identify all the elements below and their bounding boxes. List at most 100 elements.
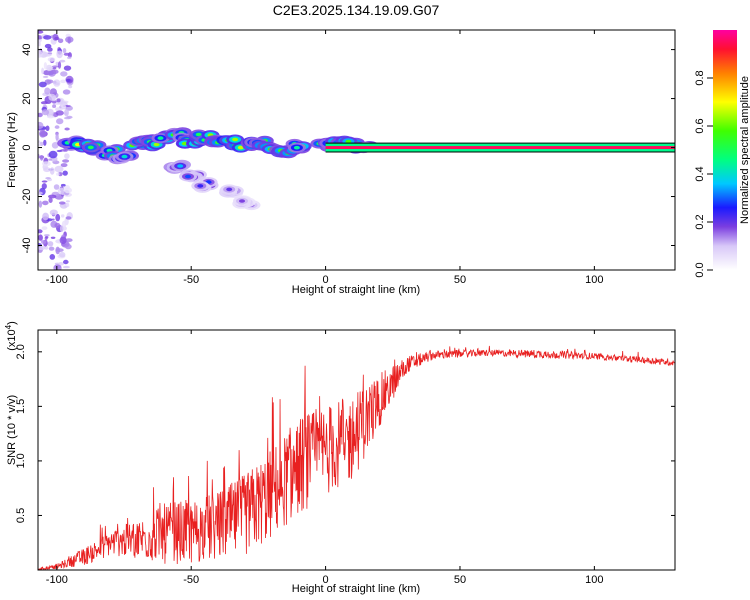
spectrogram-x-tick-label: -100 (46, 274, 68, 286)
spectrogram-speckle (56, 149, 63, 153)
spectrogram-speckle (50, 69, 59, 75)
spectrogram-blob-core (232, 137, 239, 142)
spectrogram-speckle (62, 170, 68, 176)
spectrogram-speckle (49, 209, 58, 216)
snr-y-label: SNR (10 * v/v) (6, 395, 18, 465)
spectrogram-speckle (38, 81, 47, 88)
spectrogram-speckle (64, 127, 70, 131)
snr-y-tick-label: 1.0 (15, 453, 27, 468)
spectrogram-speckle (41, 67, 45, 75)
snr-panel: -100 -50 0 50 100 0.5 1.0 1.5 2.0 Height of str… (4, 321, 676, 595)
spectrogram-speckle (42, 200, 49, 206)
spectrogram-x-tick-label: 0 (323, 274, 329, 286)
spectrogram-speckle (55, 110, 64, 116)
spectrogram-speckle (64, 243, 72, 250)
spectrogram-speckle (64, 116, 71, 120)
spectrogram-speckle (53, 184, 60, 190)
spectrogram-speckle (62, 89, 71, 95)
snr-y-tick-label: 2.0 (15, 344, 27, 359)
spectrogram-speckle (46, 79, 54, 84)
snr-x-tick-label: 0 (323, 574, 329, 586)
spectrogram-speckle (47, 241, 54, 247)
spectrogram-speckle (48, 246, 55, 251)
spectrogram-speckle (44, 43, 52, 49)
spectrogram-y-ticks: -40 -20 0 20 40 (21, 43, 675, 253)
spectrogram-speckle (38, 50, 43, 58)
spectrogram-speckle (55, 61, 59, 66)
spectrogram-speckle (60, 79, 67, 84)
spectrogram-speckle (47, 47, 53, 52)
spectrogram-speckle (42, 75, 49, 78)
spectrogram-speckle (60, 71, 68, 77)
spectrogram-speckle (50, 236, 56, 239)
spectrogram-speckle (67, 36, 71, 44)
snr-y-ticks: 0.5 1.0 1.5 2.0 (15, 344, 675, 523)
spectrogram-blob-core (153, 142, 160, 147)
carrier-band-core (325, 146, 675, 150)
spectrogram-speckle (49, 254, 56, 260)
colorbar-tick-label: 0.6 (694, 118, 706, 133)
spectrogram-speckle (64, 187, 72, 194)
spectrogram-speckle (65, 200, 70, 203)
spectrogram-speckle (48, 194, 57, 199)
spectrogram-speckle (45, 235, 49, 239)
spectrogram-speckle (59, 59, 66, 63)
spectrogram-speckle (38, 35, 43, 40)
spectrogram-speckle (41, 109, 50, 116)
spectrogram-blob-core (226, 187, 233, 192)
spectrogram-x-tick-label: -50 (183, 274, 199, 286)
spectrogram-speckle (38, 143, 41, 147)
spectrogram-blob-core (195, 132, 202, 137)
spectrogram-x-label: Height of straight line (km) (292, 284, 420, 296)
spectrogram-speckle (41, 180, 48, 183)
spectrogram-speckle (60, 183, 66, 187)
spectrogram-x-ticks: -100 -50 0 50 100 (46, 30, 604, 286)
spectrogram-blob-core (177, 164, 184, 168)
spectrogram-speckle (41, 183, 47, 190)
spectrogram-blob-core (197, 184, 204, 188)
spectrogram-speckle (45, 64, 53, 72)
spectrogram-speckle (58, 201, 66, 205)
spectrogram-y-label: Frequency (Hz) (6, 112, 18, 188)
snr-content (38, 345, 675, 570)
spectrogram-speckle (54, 222, 61, 229)
spectrogram-speckle (59, 225, 64, 233)
spectrogram-y-tick-label: -40 (21, 238, 33, 254)
spectrogram-speckle (43, 62, 48, 70)
spectrogram-speckle (38, 245, 46, 251)
colorbar-label: Normalized spectral amplitude (739, 76, 750, 224)
spectrogram-speckle (48, 158, 52, 161)
spectrogram-speckle (41, 240, 47, 244)
snr-x-tick-label: 100 (585, 574, 603, 586)
snr-x-ticks: -100 -50 0 50 100 (46, 330, 604, 586)
spectrogram-speckle (67, 56, 72, 60)
spectrogram-speckle (38, 200, 43, 208)
snr-frame (37, 329, 676, 571)
spectrogram-speckle (63, 52, 70, 56)
spectrogram-speckle (54, 125, 60, 129)
spectrogram-speckle (56, 172, 60, 176)
spectrogram-speckle (53, 264, 62, 270)
spectrogram-speckle (38, 140, 41, 143)
spectrogram-speckle (65, 78, 71, 82)
spectrogram-speckle (63, 65, 72, 71)
spectrogram-speckle (48, 197, 53, 203)
snr-x-tick-label: 50 (454, 574, 466, 586)
spectrogram-speckle (38, 229, 43, 234)
spectrogram-speckle (62, 159, 70, 163)
snr-x-tick-label: -100 (46, 574, 68, 586)
spectrogram-speckle (54, 36, 60, 41)
spectrogram-speckle (48, 93, 56, 101)
spectrogram-speckle (68, 85, 73, 89)
spectrogram-speckle (64, 153, 70, 160)
spectrogram-speckle (42, 161, 51, 167)
spectrogram-speckle (52, 104, 57, 108)
spectrogram-blob-core (239, 199, 245, 203)
spectrogram-speckle (49, 167, 55, 175)
spectrogram-y-tick-label: 20 (21, 92, 33, 104)
snr-y-tick-label: 1.5 (15, 399, 27, 414)
spectrogram-y-tick-label: 0 (21, 144, 33, 150)
spectrogram-speckle (55, 248, 64, 253)
spectrogram-speckle (64, 108, 69, 117)
